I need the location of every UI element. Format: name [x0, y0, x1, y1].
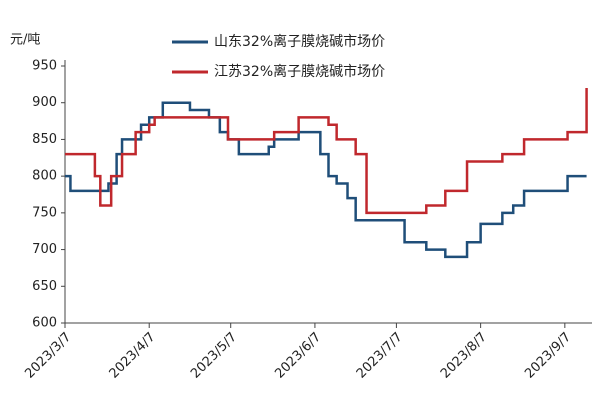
y-tick-label: 750	[32, 205, 57, 220]
x-tick-label: 2023/4/7	[107, 330, 159, 382]
x-tick-label: 2023/7/7	[354, 330, 406, 382]
y-tick-label: 800	[32, 169, 57, 184]
y-tick-label: 950	[32, 59, 57, 74]
y-tick-label: 850	[32, 132, 57, 147]
y-unit: 元/吨	[10, 33, 40, 48]
y-tick-label: 600	[32, 316, 57, 331]
y-tick-label: 900	[32, 95, 57, 110]
legend-label: 江苏32%离子膜烧碱市场价	[214, 63, 385, 80]
x-tick-label: 2023/9/7	[522, 330, 574, 382]
series-line	[65, 88, 588, 215]
series-line	[65, 101, 587, 259]
legend-label: 山东32%离子膜烧碱市场价	[214, 33, 385, 50]
x-tick-label: 2023/5/7	[188, 330, 240, 382]
y-tick-label: 650	[32, 279, 57, 294]
x-tick-label: 2023/6/7	[272, 330, 324, 382]
x-tick-label: 2023/3/7	[22, 330, 74, 382]
y-tick-label: 700	[32, 242, 57, 257]
x-tick-label: 2023/8/7	[438, 330, 490, 382]
